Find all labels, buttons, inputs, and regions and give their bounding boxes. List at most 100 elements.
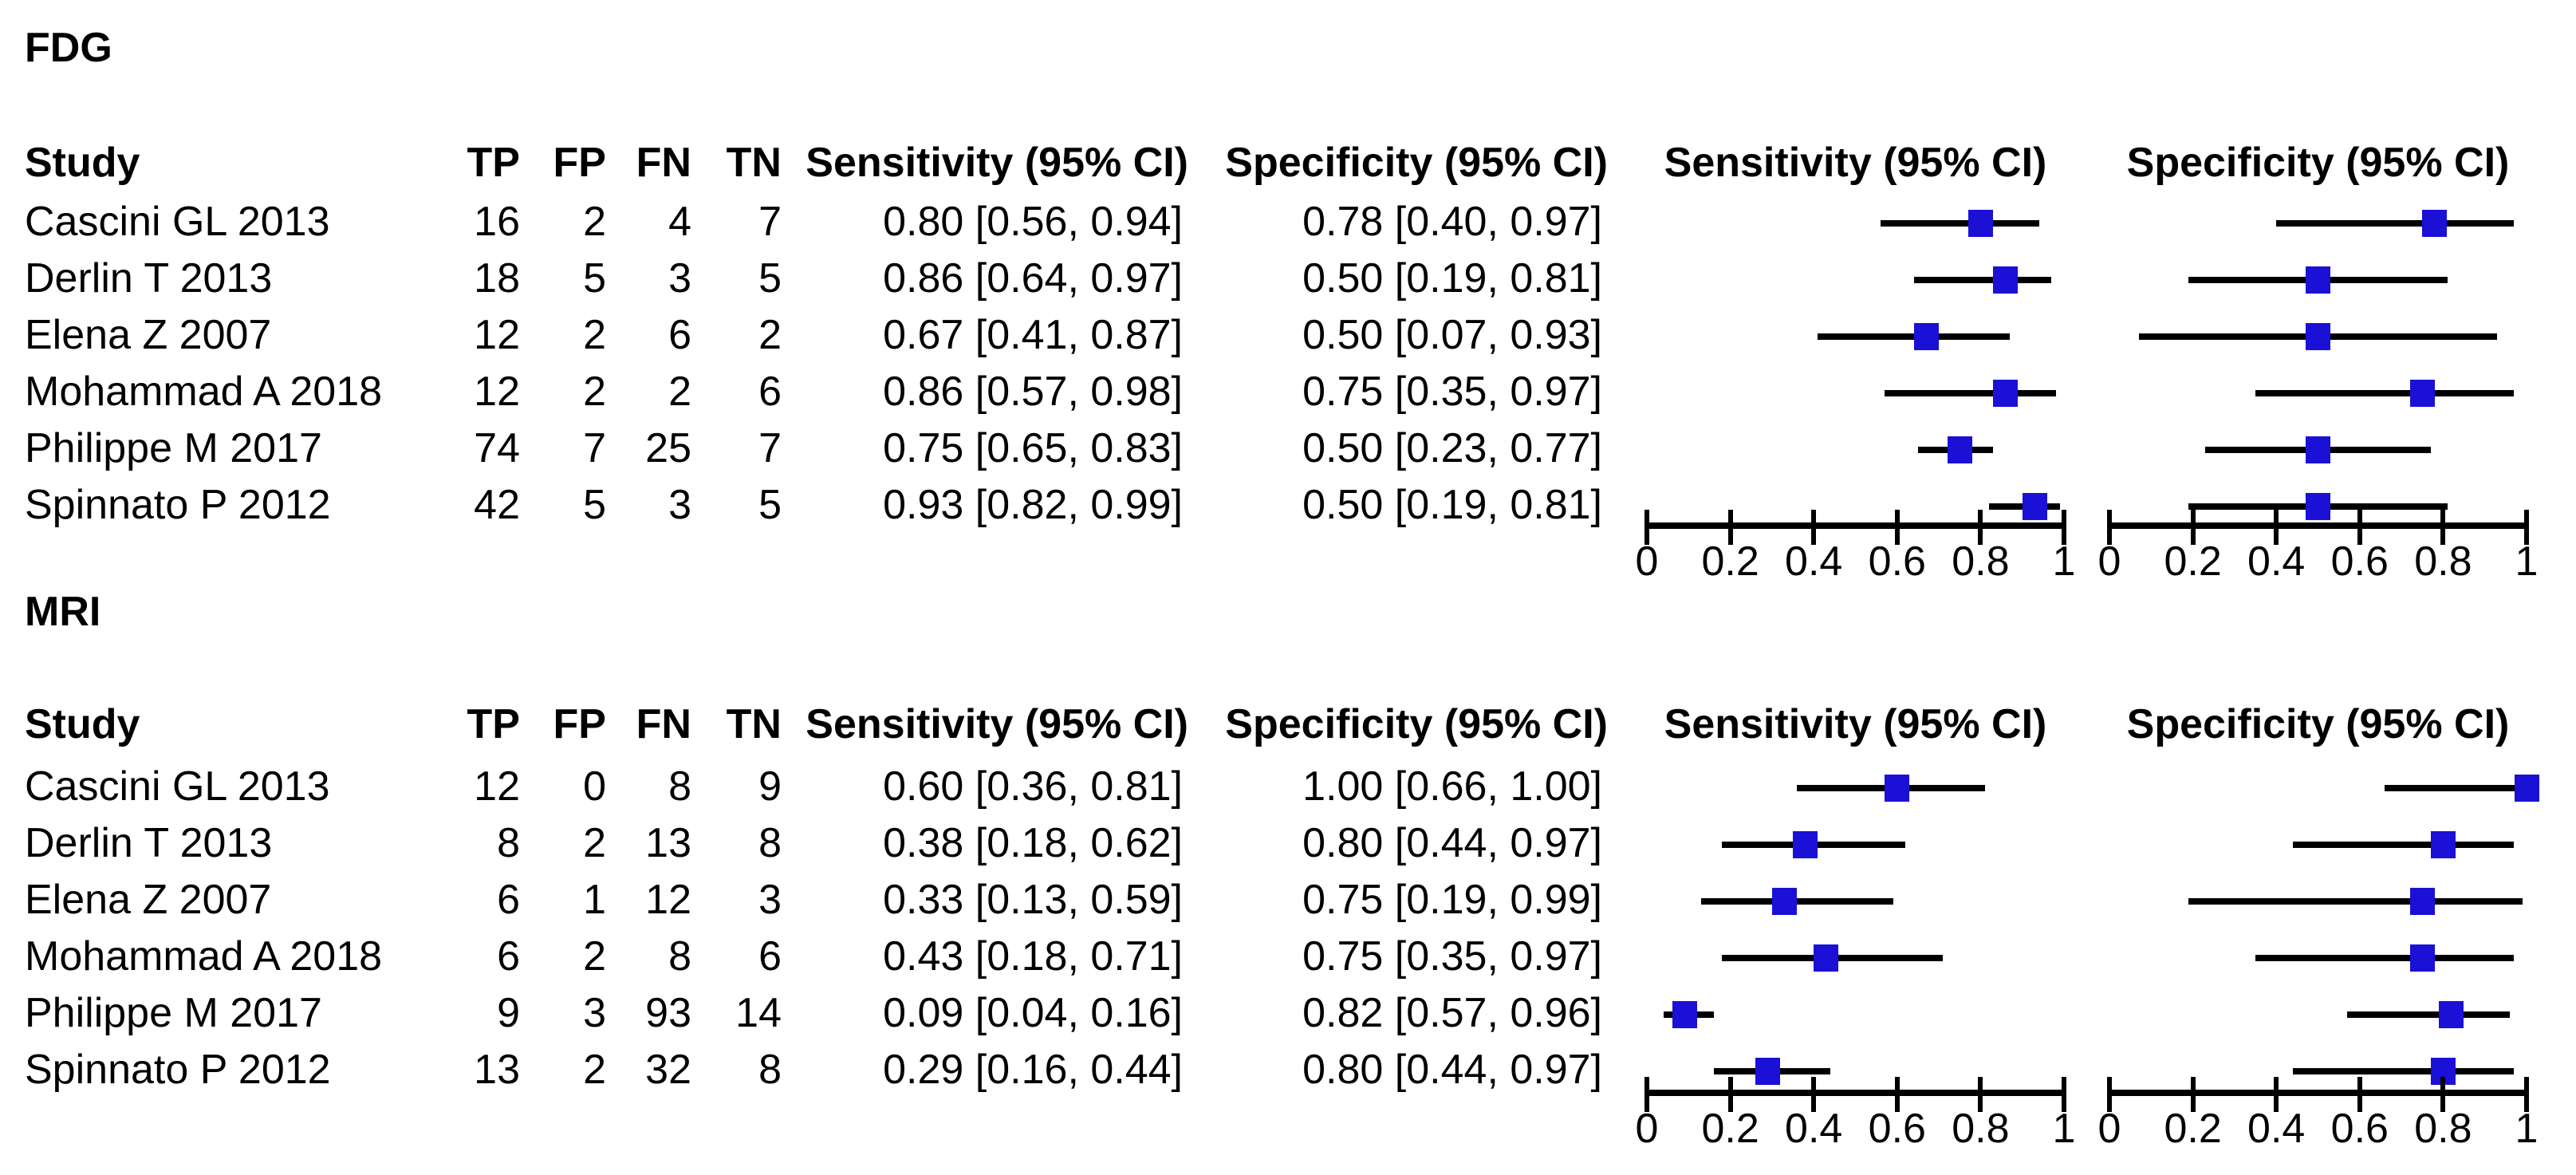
axis-tick-label: 0.4: [1785, 538, 1843, 585]
axis-tick: [2274, 510, 2279, 545]
specificity-point-marker: [2306, 266, 2330, 294]
tp-value: 8: [497, 820, 520, 866]
sensitivity-ci-text: 0.67 [0.41, 0.87]: [883, 312, 1183, 358]
specificity-point-marker: [2430, 831, 2456, 858]
study-label: Mohammad A 2018: [25, 369, 383, 415]
axis-tick-label: 0.6: [2330, 538, 2389, 585]
tn-value: 2: [758, 312, 782, 358]
axis-tick-label: 0.2: [2164, 1106, 2222, 1152]
tn-value: 8: [758, 820, 782, 866]
specificity-ci-text: 1.00 [0.66, 1.00]: [1302, 763, 1602, 810]
axis-tick: [2440, 510, 2446, 545]
column-header-study: Study: [25, 701, 140, 747]
sensitivity-ci-line: [1700, 898, 1893, 905]
axis-tick: [2357, 1077, 2362, 1112]
column-header-specificity-ci: Specificity (95% CI): [1225, 140, 1608, 186]
axis-tick-label: 1: [2515, 538, 2539, 585]
axis-tick-label: 0.8: [1952, 538, 2010, 585]
study-label: Spinnato P 2012: [25, 482, 331, 528]
axis-tick: [1811, 1077, 1817, 1112]
specificity-ci-text: 0.75 [0.35, 0.97]: [1302, 369, 1602, 415]
fn-value: 3: [668, 255, 691, 302]
tp-value: 13: [474, 1047, 520, 1093]
axis-tick: [2274, 1077, 2279, 1112]
sensitivity-point-marker: [1885, 775, 1910, 802]
tn-value: 6: [758, 933, 782, 980]
study-label: Mohammad A 2018: [25, 933, 383, 980]
axis-tick: [1644, 1077, 1649, 1112]
fp-value: 3: [583, 990, 606, 1036]
specificity-ci-line: [2255, 955, 2515, 961]
specificity-ci-text: 0.75 [0.19, 0.99]: [1302, 877, 1602, 923]
axis-tick: [2524, 510, 2529, 545]
fp-value: 2: [583, 820, 606, 866]
column-header-tn: TN: [726, 701, 782, 747]
axis-tick: [1727, 1077, 1733, 1112]
column-header-fp: FP: [553, 140, 606, 186]
fp-value: 2: [583, 1047, 606, 1093]
sensitivity-ci-text: 0.33 [0.13, 0.59]: [883, 877, 1183, 923]
specificity-ci-line: [2347, 1011, 2511, 1018]
fn-value: 93: [645, 990, 691, 1036]
sensitivity-point-marker: [2022, 493, 2047, 520]
study-label: Philippe M 2017: [25, 425, 322, 471]
sensitivity-point-marker: [1672, 1001, 1697, 1028]
specificity-ci-line: [2293, 842, 2515, 848]
column-header-fp: FP: [553, 701, 606, 747]
specificity-ci-line: [2188, 898, 2523, 905]
specificity-point-marker: [2409, 888, 2435, 915]
study-label: Cascini GL 2013: [25, 763, 330, 810]
column-header-tn: TN: [726, 140, 782, 186]
tn-value: 8: [758, 1047, 782, 1093]
column-header-specificity-ci: Specificity (95% CI): [1225, 701, 1608, 747]
axis-tick: [1644, 510, 1649, 545]
sensitivity-ci-line: [1913, 277, 2052, 283]
sensitivity-point-marker: [1913, 323, 1939, 350]
plot-header-specificity: Specificity (95% CI): [2126, 701, 2510, 747]
axis-tick-label: 0.4: [1785, 1106, 1843, 1152]
axis-tick: [2107, 510, 2112, 545]
fn-value: 32: [645, 1047, 691, 1093]
sensitivity-ci-text: 0.75 [0.65, 0.83]: [883, 425, 1183, 471]
sensitivity-point-marker: [1947, 436, 1972, 463]
axis-tick-label: 0.6: [2330, 1106, 2389, 1152]
axis-line: [2107, 522, 2529, 529]
axis-tick-label: 1: [2052, 1106, 2076, 1152]
specificity-point-marker: [2306, 323, 2330, 350]
axis-tick: [2357, 510, 2362, 545]
tp-value: 12: [474, 369, 520, 415]
tn-value: 3: [758, 877, 782, 923]
specificity-ci-line: [2276, 220, 2515, 227]
sensitivity-ci-line: [1880, 220, 2039, 227]
axis-tick-label: 0.8: [1952, 1106, 2010, 1152]
study-label: Cascini GL 2013: [25, 199, 330, 245]
fn-value: 6: [668, 312, 691, 358]
column-header-fn: FN: [636, 140, 691, 186]
axis-tick-label: 0.8: [2414, 1106, 2472, 1152]
axis-line: [1644, 522, 2066, 529]
fp-value: 2: [583, 199, 606, 245]
tn-value: 5: [758, 255, 782, 302]
tp-value: 6: [497, 933, 520, 980]
axis-tick: [1894, 1077, 1900, 1112]
specificity-point-marker: [2439, 1001, 2464, 1028]
specificity-ci-line: [2255, 390, 2515, 396]
tn-value: 6: [758, 369, 782, 415]
sensitivity-ci-text: 0.60 [0.36, 0.81]: [883, 763, 1183, 810]
sensitivity-ci-text: 0.43 [0.18, 0.71]: [883, 933, 1183, 980]
column-header-sensitivity-ci: Sensitivity (95% CI): [805, 140, 1188, 186]
tn-value: 9: [758, 763, 782, 810]
specificity-point-marker: [2409, 944, 2435, 972]
axis-tick: [2062, 510, 2066, 545]
axis-tick-label: 0.6: [1868, 538, 1926, 585]
tn-value: 7: [758, 425, 782, 471]
specificity-point-marker: [2422, 210, 2448, 237]
axis-tick: [1811, 510, 1817, 545]
axis-tick: [2190, 1077, 2196, 1112]
sensitivity-ci-text: 0.38 [0.18, 0.62]: [883, 820, 1183, 866]
axis-tick: [1978, 510, 1983, 545]
sensitivity-ci-text: 0.80 [0.56, 0.94]: [883, 199, 1183, 245]
specificity-point-marker: [2409, 380, 2435, 407]
fp-value: 0: [583, 763, 606, 810]
specificity-ci-text: 0.80 [0.44, 0.97]: [1302, 820, 1602, 866]
